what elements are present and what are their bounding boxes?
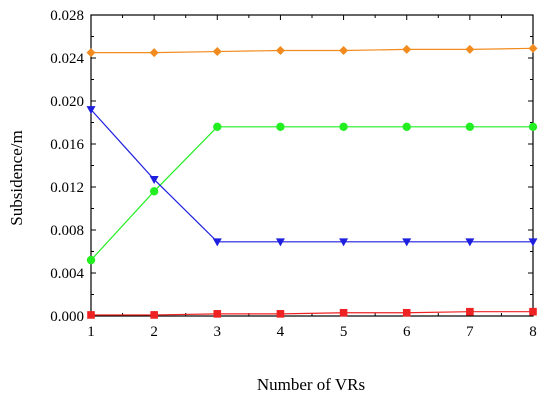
y-tick-label: 0.020 [50, 94, 84, 110]
data-point-diamond [149, 48, 159, 58]
series-line [90, 109, 533, 243]
data-point-triangle [402, 238, 412, 247]
data-point-circle [149, 187, 159, 196]
x-tick-label: 3 [214, 324, 222, 340]
x-tick-label: 4 [277, 324, 285, 340]
y-tick-label: 0.008 [50, 223, 84, 239]
data-point-circle [213, 122, 222, 131]
y-tick-label: 0.028 [50, 8, 84, 24]
y-tick-label: 0.016 [50, 137, 84, 153]
series-group [86, 43, 538, 319]
y-tick-label: 0.004 [50, 266, 84, 282]
x-axis-title: Number of VRs [257, 375, 365, 394]
data-point-square [466, 307, 474, 316]
x-tick-label: 5 [340, 324, 348, 340]
data-point-square [150, 311, 158, 319]
data-point-circle [528, 122, 538, 131]
data-point-triangle [528, 238, 538, 247]
x-tick-label: 6 [403, 324, 411, 340]
data-point-square [402, 308, 411, 317]
data-point-diamond [275, 45, 285, 55]
series-line [91, 47, 534, 54]
data-point-square [213, 310, 222, 318]
data-point-diamond [339, 45, 349, 55]
axis-ticks: 1 2 3 4 5 6 7 8 0.000 0.004 0.008 0.012 0.016 0.020 0.… [50, 8, 537, 340]
data-point-triangle [149, 175, 159, 184]
data-point-diamond [402, 44, 412, 54]
y-tick-label: 0.024 [50, 51, 84, 67]
data-point-square [87, 311, 95, 319]
axes [90, 14, 534, 317]
data-point-circle [402, 122, 411, 131]
plot-frame [90, 14, 534, 317]
series-line [91, 311, 533, 316]
data-point-square [276, 310, 285, 318]
series-3 [86, 106, 538, 247]
data-point-diamond [212, 47, 222, 57]
data-point-square [529, 307, 537, 316]
data-point-triangle [339, 238, 349, 247]
x-tick-label: 1 [87, 324, 95, 340]
y-axis-title: Subsidence/m [7, 130, 26, 225]
series-line [90, 126, 533, 261]
data-point-triangle [465, 238, 475, 247]
data-point-triangle [275, 238, 285, 247]
data-point-triangle [212, 238, 222, 247]
x-tick-label: 2 [150, 324, 158, 340]
y-tick-label: 0.012 [50, 180, 84, 196]
x-tick-label: 7 [466, 324, 474, 340]
data-point-circle [276, 122, 285, 131]
data-point-triangle [86, 106, 96, 115]
data-point-diamond [465, 44, 475, 54]
data-point-circle [339, 122, 348, 131]
data-point-circle [465, 122, 475, 131]
data-point-diamond [528, 43, 538, 53]
x-tick-label: 8 [529, 324, 537, 340]
y-tick-label: 0.000 [50, 309, 84, 325]
series-2 [86, 122, 538, 265]
data-point-circle [86, 255, 96, 265]
data-point-diamond [86, 48, 96, 58]
data-point-square [339, 308, 348, 317]
series-1 [86, 43, 538, 58]
series-4 [87, 307, 537, 319]
